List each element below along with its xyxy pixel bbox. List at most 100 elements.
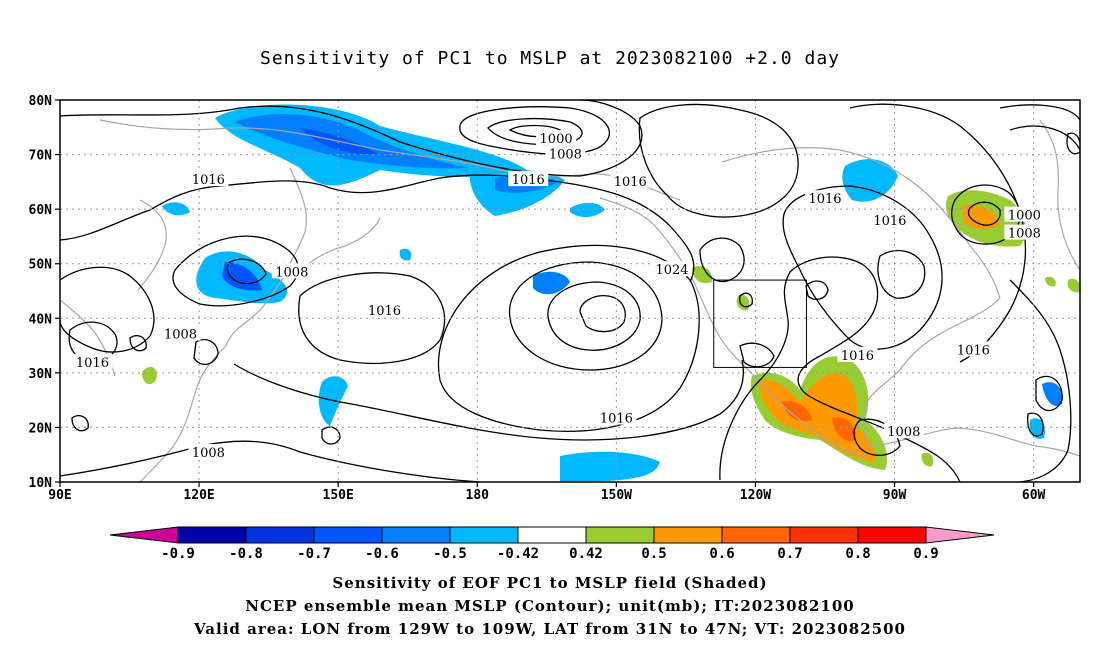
contour-label: 1016 (368, 304, 401, 319)
colorbar-segment (245, 526, 315, 544)
contour-label-bg (652, 261, 692, 277)
lon-label: 90E (48, 488, 71, 503)
positive-shade (1045, 276, 1056, 287)
lon-label: 60W (1022, 488, 1046, 503)
footer-line-1: Sensitivity of EOF PC1 to MSLP field (Sh… (332, 574, 768, 592)
contour-line (487, 117, 583, 146)
footer-line-3: Valid area: LON from 129W to 109W, LAT f… (194, 620, 906, 638)
contour-line (60, 440, 481, 482)
colorbar-label: 0.9 (913, 546, 938, 562)
contour-label-bg (953, 341, 994, 357)
colorbar-label: -0.8 (229, 546, 263, 562)
contour-label: 1008 (1008, 227, 1041, 242)
contour-line (579, 295, 626, 333)
contour-line (459, 106, 610, 155)
contour-line (233, 359, 745, 441)
negative-shade (533, 271, 570, 295)
lat-label: 30N (29, 367, 53, 382)
contour-label-bg (536, 130, 577, 146)
contour-label: 1000 (1008, 209, 1041, 224)
positive-shade (921, 452, 934, 467)
colorbar-label: 0.5 (641, 546, 666, 562)
colorbar-segment (313, 526, 383, 544)
positive-shade (142, 366, 157, 385)
lon-label: 120E (183, 488, 214, 503)
contour-label-bg (545, 145, 586, 161)
contour-line (699, 237, 745, 283)
colorbar-segment (789, 526, 859, 544)
colorbar-segment (517, 526, 587, 544)
contour-label-bg (1004, 206, 1045, 222)
colorbar-label: 0.8 (845, 546, 870, 562)
colorbar-label: 0.7 (777, 546, 802, 562)
contour-label: 1016 (76, 356, 109, 371)
contour-line (68, 321, 118, 363)
contour-label: 1024 (655, 263, 688, 278)
contour-label: 1008 (549, 147, 582, 162)
coastline (305, 217, 381, 267)
positive-shade (1067, 278, 1080, 293)
coastline (139, 307, 263, 482)
figure-title: Sensitivity of PC1 to MSLP at 2023082100… (259, 48, 840, 69)
colorbar-segment (585, 526, 655, 544)
mslp-contours (60, 100, 1080, 482)
contour-line (782, 185, 943, 350)
coastline (721, 147, 1001, 299)
contour-label-bg (1004, 224, 1045, 240)
contour-line (226, 258, 267, 285)
colorbar-segment (653, 526, 723, 544)
positive-shade (782, 401, 812, 422)
lat-label: 40N (29, 312, 53, 327)
colorbar-label: 0.42 (569, 546, 603, 562)
positive-shade (832, 417, 857, 442)
lat-label: 70N (29, 149, 53, 164)
colorbar-high-arrow (925, 526, 995, 544)
contour-label-bg (508, 171, 549, 187)
contour-line (1009, 125, 1080, 151)
lat-label: 60N (29, 203, 53, 218)
contour-line (805, 280, 829, 301)
negative-shade (842, 159, 898, 202)
contour-line (508, 261, 663, 371)
contour-label-bg (837, 346, 878, 362)
contour-line (193, 339, 219, 365)
contour-label-bg (72, 353, 113, 369)
contour-line (967, 201, 1001, 226)
coastline (137, 199, 167, 291)
contour-label: 1016 (614, 175, 647, 190)
contour-line (877, 249, 926, 299)
contour-line (60, 266, 155, 353)
contour-line (1009, 279, 1072, 482)
contour-line (1027, 412, 1044, 437)
colorbar-label: -0.5 (433, 546, 467, 562)
contour-line (999, 104, 1080, 121)
lat-label: 80N (29, 94, 53, 109)
latitude-labels: 80N 70N 60N 50N 40N 30N 20N 10N (29, 94, 60, 491)
contour-line (172, 235, 299, 307)
contour-line (1035, 375, 1063, 412)
contour-label-bg (188, 171, 229, 187)
contour-line (1066, 132, 1080, 155)
negative-shade (1042, 382, 1063, 406)
contour-label-bg (596, 409, 637, 425)
contour-line (638, 103, 799, 218)
negative-shade (1029, 418, 1046, 439)
colorbar-label: -0.42 (497, 546, 539, 562)
contour-label-bg (160, 325, 201, 341)
negative-shade (399, 248, 412, 261)
colorbar: -0.9 -0.8 -0.7 -0.6 -0.5 -0.42 0.42 0.5 0.6 0.7 0.… (109, 526, 995, 562)
negative-shade (560, 451, 660, 482)
positive-shade (962, 204, 1000, 230)
colorbar-segment (857, 526, 927, 544)
coastline (599, 197, 867, 459)
contour-label-bg (271, 263, 312, 279)
contour-label-bg (883, 423, 924, 439)
colorbar-segment (721, 526, 791, 544)
contour-label: 1016 (192, 173, 225, 188)
contour-line (739, 292, 753, 308)
coastline (261, 167, 307, 309)
colorbar-segment (177, 526, 247, 544)
contour-label: 1016 (600, 412, 633, 427)
